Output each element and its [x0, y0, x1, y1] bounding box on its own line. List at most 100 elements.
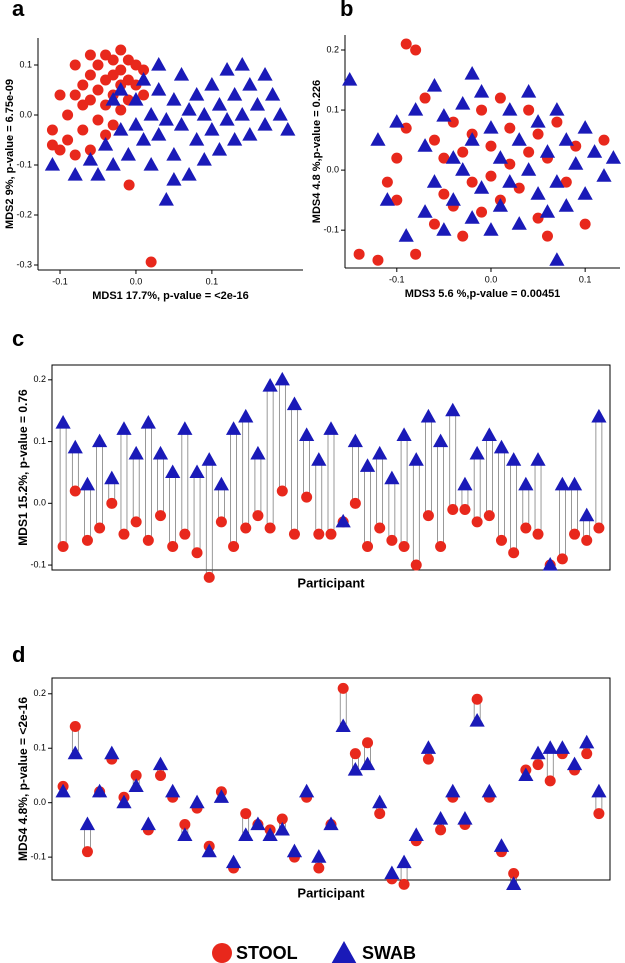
stool-point	[145, 256, 157, 268]
y-tick-label: 0.0	[326, 164, 339, 174]
swab-point	[173, 117, 190, 131]
swab-point	[347, 762, 363, 776]
stool-point	[560, 176, 572, 188]
y-tick-label: -0.1	[30, 559, 46, 569]
swab-point	[165, 464, 181, 479]
y-tick-label: 0.1	[19, 59, 32, 69]
participant-box	[400, 435, 408, 547]
swab-point	[177, 421, 193, 435]
swab-point	[549, 174, 565, 188]
swab-point	[257, 67, 273, 81]
panel-label: b	[340, 0, 353, 21]
x-axis-label: Participant	[297, 885, 365, 900]
participant-box	[181, 428, 189, 535]
swab-point	[272, 107, 288, 121]
stool-point	[513, 182, 525, 194]
swab-point	[436, 222, 452, 236]
stool-point	[593, 522, 605, 534]
swab-point	[166, 147, 182, 161]
stool-point	[419, 92, 431, 104]
swab-point	[518, 476, 534, 491]
stool-point	[313, 862, 325, 874]
y-tick-label: -0.1	[30, 852, 46, 862]
swab-point	[196, 152, 212, 166]
participant-box	[278, 379, 286, 492]
stool-point	[123, 179, 135, 191]
swab-point	[577, 120, 593, 134]
swab-point	[493, 838, 510, 852]
participant-box	[193, 472, 201, 554]
stool-point	[313, 528, 325, 540]
swab-point	[67, 745, 83, 760]
participant-box	[473, 453, 481, 523]
swab-point	[158, 192, 174, 206]
swab-point	[311, 452, 327, 466]
swab-point	[213, 476, 229, 491]
swab-point	[67, 167, 83, 181]
stool-point	[81, 534, 93, 546]
swab-point	[521, 162, 537, 176]
swab-point	[492, 198, 508, 212]
stool-point	[541, 230, 553, 242]
participant-box	[145, 422, 152, 541]
x-axis-label: Participant	[297, 575, 365, 590]
participant-box	[412, 459, 420, 566]
swab-point	[265, 87, 281, 101]
swab-point	[79, 816, 96, 831]
swab-point	[455, 96, 471, 110]
stool-point	[325, 528, 337, 540]
stool-point	[107, 119, 119, 131]
stool-point	[391, 194, 403, 206]
swab-point	[242, 77, 258, 91]
stool-point	[483, 510, 495, 522]
stool-point	[466, 176, 478, 188]
participant-box	[352, 441, 359, 504]
stool-point	[276, 813, 288, 825]
stool-point	[374, 808, 386, 820]
stool-point	[372, 254, 384, 266]
swab-point	[433, 433, 449, 448]
stool-point	[84, 94, 96, 106]
x-tick-label: -0.1	[52, 276, 68, 286]
swab-point	[379, 192, 395, 206]
stool-point	[155, 510, 167, 522]
stool-point	[476, 104, 488, 116]
stool-point	[459, 503, 471, 515]
stool-point	[167, 541, 179, 553]
swab-point	[311, 849, 327, 863]
swab-point	[211, 97, 228, 111]
swab-point	[483, 222, 499, 236]
stool-point	[115, 104, 127, 116]
stool-point	[428, 218, 440, 230]
stool-point	[508, 867, 520, 879]
stool-point	[485, 140, 497, 152]
swab-point	[506, 452, 522, 466]
stool-point	[138, 89, 150, 101]
stool-point	[84, 144, 96, 156]
swab-point	[511, 132, 527, 146]
stool-point	[374, 522, 386, 534]
stool-point	[46, 139, 58, 151]
swab-point	[566, 756, 583, 771]
stool-point	[447, 116, 459, 128]
swab-point	[238, 827, 254, 841]
stool-point	[598, 134, 610, 146]
y-tick-label: 0.1	[33, 436, 46, 446]
participant-box	[242, 416, 250, 529]
stool-point	[544, 775, 556, 787]
x-tick-label: 0.1	[579, 274, 592, 284]
swab-point	[140, 816, 156, 831]
swab-point	[227, 87, 243, 101]
stool-point	[471, 516, 483, 528]
swab-point	[44, 157, 61, 171]
stool-point	[155, 769, 167, 781]
swab-point	[384, 865, 400, 880]
swab-point	[554, 740, 570, 754]
stool-point	[579, 218, 591, 230]
swab-point	[596, 168, 612, 182]
swab-point	[579, 734, 595, 749]
y-axis-label: MDS1 15.2%, p-value = 0.76	[16, 389, 30, 546]
swab-point	[579, 507, 595, 522]
swab-point	[116, 794, 132, 809]
stool-point	[398, 878, 410, 890]
